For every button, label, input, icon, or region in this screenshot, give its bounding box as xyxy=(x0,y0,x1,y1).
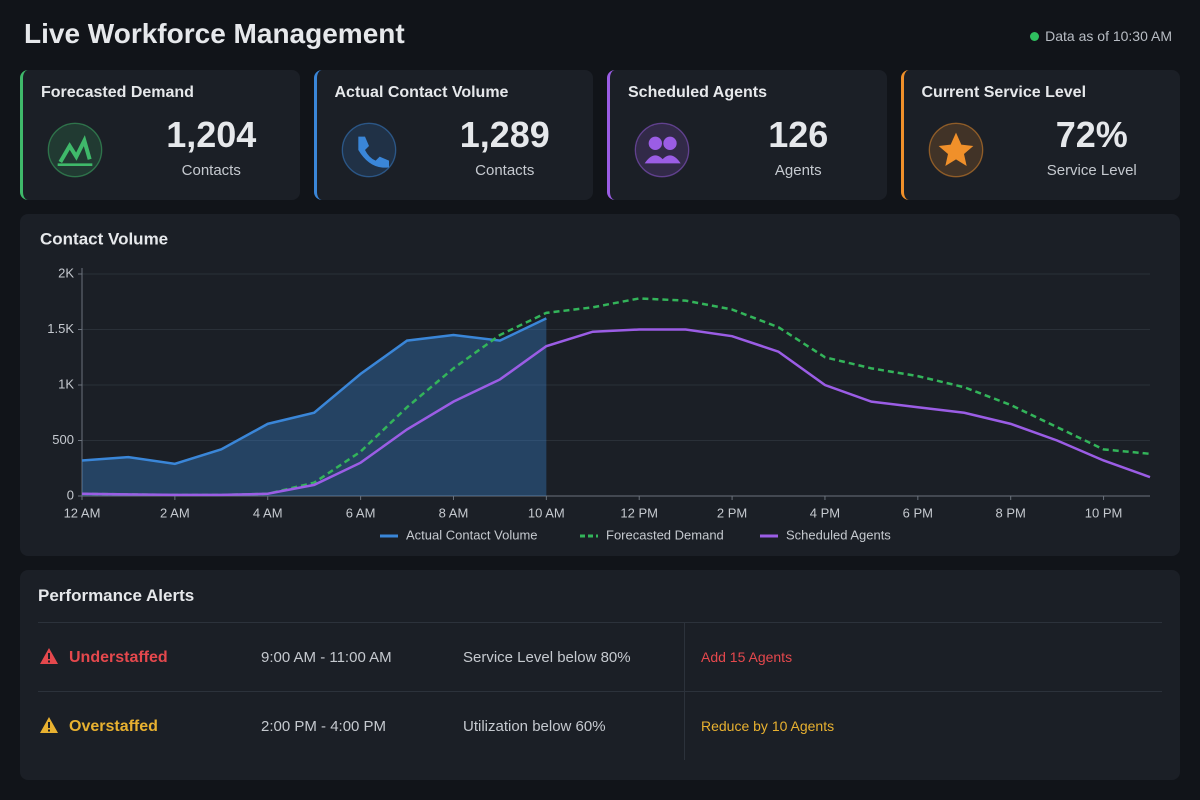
kpi-label: Scheduled Agents xyxy=(628,84,767,101)
kpi-icon xyxy=(341,122,396,178)
kpi-value: 1,204 xyxy=(166,114,257,155)
kpi-unit: Service Level xyxy=(1046,162,1137,179)
kpi-card: Forecasted Demand 1,204 Contacts xyxy=(20,70,300,200)
x-tick-label: 8 PM xyxy=(996,505,1026,520)
kpi-unit: Contacts xyxy=(475,162,535,179)
alert-icon xyxy=(40,648,58,664)
chart: Contact Volume 0 500 1K 1.5K 2K 12 AM 2 AM 4 AM… xyxy=(20,214,1180,556)
x-tick-label: 10 PM xyxy=(1085,505,1123,520)
x-tick-label: 12 PM xyxy=(620,505,658,520)
x-tick-label: 10 AM xyxy=(528,505,565,520)
line xyxy=(81,317,547,466)
kpi-icon xyxy=(47,122,103,178)
alerts-title: Performance Alerts xyxy=(38,586,195,605)
kpi-card: Scheduled Agents 126 Agents xyxy=(607,70,887,200)
x-tick-label: 4 AM xyxy=(253,505,283,520)
x-tick-label: 6 PM xyxy=(903,505,933,520)
x-tick-label: 8 AM xyxy=(439,505,469,520)
kpi-cards: Forecasted Demand 1,204 Contacts Actual C… xyxy=(20,70,1180,200)
kpi-icon xyxy=(634,122,690,178)
y-tick-label: 1K xyxy=(58,376,74,391)
alert-time: 9:00 AM - 11:00 AM xyxy=(260,622,462,692)
page-title: Live Workforce Management xyxy=(24,18,405,49)
chart-title: Contact Volume xyxy=(40,229,168,248)
y-tick-label: 0 xyxy=(67,487,74,502)
alert-type: Understaffed xyxy=(38,622,260,692)
y-tick-label: 1.5K xyxy=(47,321,74,336)
alert-type-text: Overstaffed xyxy=(69,718,158,735)
alert-action: Reduce by 10 Agents xyxy=(684,691,1162,760)
alert-type-text: Understaffed xyxy=(69,649,168,666)
y-tick-label: 500 xyxy=(52,432,74,447)
kpi-label: Current Service Level xyxy=(921,84,1087,101)
alert-type: Overstaffed xyxy=(38,691,260,760)
kpi-unit: Agents xyxy=(774,162,822,179)
legend-label: Scheduled Agents xyxy=(786,527,891,542)
x-tick-label: 2 AM xyxy=(160,505,190,520)
legend-label: Actual Contact Volume xyxy=(406,527,538,542)
x-tick-label: 2 PM xyxy=(717,505,747,520)
kpi-value: 1,289 xyxy=(459,114,550,155)
kpi-value: 72% xyxy=(1055,114,1128,155)
alert-time: 2:00 PM - 4:00 PM xyxy=(260,691,462,760)
legend-label: Forecasted Demand xyxy=(606,527,724,542)
alert-row: Overstaffed 2:00 PM - 4:00 PM Utilizatio… xyxy=(38,691,1162,760)
alert-icon xyxy=(40,717,58,733)
kpi-card: Current Service Level 72% Service Level xyxy=(900,70,1180,200)
y-tick-label: 2K xyxy=(58,265,74,280)
alerts-table: Understaffed 9:00 AM - 11:00 AM Service … xyxy=(38,622,1162,760)
kpi-unit: Contacts xyxy=(181,162,241,179)
alerts-panel: Performance Alerts Understaffed 9:00 AM … xyxy=(20,570,1180,780)
status: Data as of 10:30 AM xyxy=(1030,28,1172,44)
status-text: Data as of 10:30 AM xyxy=(1045,28,1172,44)
area xyxy=(82,318,547,496)
x-tick-label: 6 AM xyxy=(346,505,376,520)
x-tick-label: 12 AM xyxy=(64,505,101,520)
kpi-label: Actual Contact Volume xyxy=(334,84,509,101)
alert-reason: Utilization below 60% xyxy=(462,691,685,760)
alert-action: Add 15 Agents xyxy=(684,622,1162,692)
line xyxy=(81,328,1151,497)
alert-reason: Service Level below 80% xyxy=(462,622,685,692)
kpi-card: Actual Contact Volume 1,289 Contacts xyxy=(313,70,593,200)
line xyxy=(81,297,1151,497)
x-tick-label: 4 PM xyxy=(810,505,840,520)
kpi-icon xyxy=(928,122,983,178)
kpi-label: Forecasted Demand xyxy=(41,84,194,101)
alert-row: Understaffed 9:00 AM - 11:00 AM Service … xyxy=(38,622,1162,692)
kpi-value: 126 xyxy=(768,114,829,155)
